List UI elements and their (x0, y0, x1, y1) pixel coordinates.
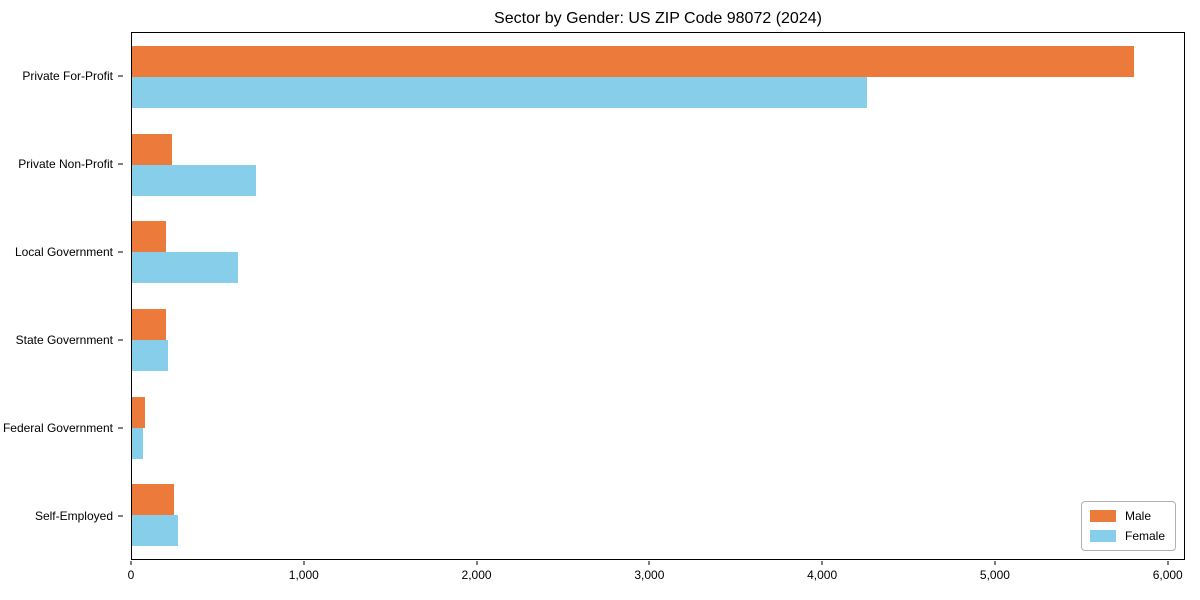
plot-area: Male Female (131, 32, 1185, 560)
x-tick-mark-3 (648, 561, 650, 565)
y-tick-label-3: State Government (15, 333, 113, 347)
y-tick-label-2: Local Government (14, 245, 113, 259)
legend-swatch-female (1089, 530, 1116, 542)
legend-swatch-male (1089, 510, 1116, 522)
y-tick-label-0: Private For-Profit (22, 69, 113, 83)
y-axis: Private For-Profit Private Non-Profit Loca… (0, 32, 123, 560)
x-tick-mark-6 (1167, 561, 1169, 565)
bar-male-5 (132, 484, 175, 516)
bar-female-2 (132, 252, 239, 284)
x-tick-mark-0 (130, 561, 132, 565)
bar-female-1 (132, 164, 257, 196)
bar-group-1 (132, 121, 1184, 209)
bar-male-2 (132, 221, 167, 253)
bar-group-3 (132, 296, 1184, 384)
x-tick-mark-2 (476, 561, 478, 565)
x-tick-mark-4 (821, 561, 823, 565)
x-tick-label-3: 3,000 (634, 568, 665, 582)
bar-group-2 (132, 208, 1184, 296)
y-tick-label-4: Federal Government (2, 421, 113, 435)
x-tick-label-5: 5,000 (979, 568, 1010, 582)
bar-female-0 (132, 76, 867, 108)
x-tick-label-1: 1,000 (288, 568, 319, 582)
bar-male-0 (132, 45, 1134, 77)
legend-label-female: Female (1124, 529, 1165, 543)
y-tick-mark-2 (118, 251, 123, 253)
bar-female-4 (132, 427, 144, 459)
x-axis: 0 1,000 2,000 3,000 4,000 5,000 6,000 (127, 561, 1185, 591)
x-tick-mark-1 (303, 561, 305, 565)
y-tick-mark-1 (118, 163, 123, 165)
bar-female-5 (132, 515, 178, 547)
x-tick-label-4: 4,000 (807, 568, 838, 582)
bar-group-5 (132, 471, 1184, 559)
legend-entry-male: Male (1089, 509, 1165, 523)
y-tick-label-5: Self-Employed (34, 509, 113, 523)
x-tick-mark-5 (994, 561, 996, 565)
x-tick-label-2: 2,000 (461, 568, 492, 582)
legend: Male Female (1080, 501, 1176, 551)
bar-female-3 (132, 339, 169, 371)
bar-group-4 (132, 384, 1184, 472)
y-tick-mark-3 (118, 339, 123, 341)
bar-male-3 (132, 308, 167, 340)
y-tick-mark-4 (118, 427, 123, 429)
x-tick-label-0: 0 (127, 568, 135, 582)
bar-male-4 (132, 396, 145, 428)
bar-groups (132, 33, 1184, 559)
y-tick-mark-5 (118, 515, 123, 517)
legend-entry-female: Female (1089, 529, 1165, 543)
bar-male-1 (132, 133, 172, 165)
chart-title: Sector by Gender: US ZIP Code 98072 (202… (494, 10, 822, 27)
x-tick-label-6: 6,000 (1152, 568, 1183, 582)
legend-label-male: Male (1124, 509, 1151, 523)
y-tick-label-1: Private Non-Profit (18, 157, 113, 171)
y-tick-mark-0 (118, 75, 123, 77)
bar-group-0 (132, 33, 1184, 121)
